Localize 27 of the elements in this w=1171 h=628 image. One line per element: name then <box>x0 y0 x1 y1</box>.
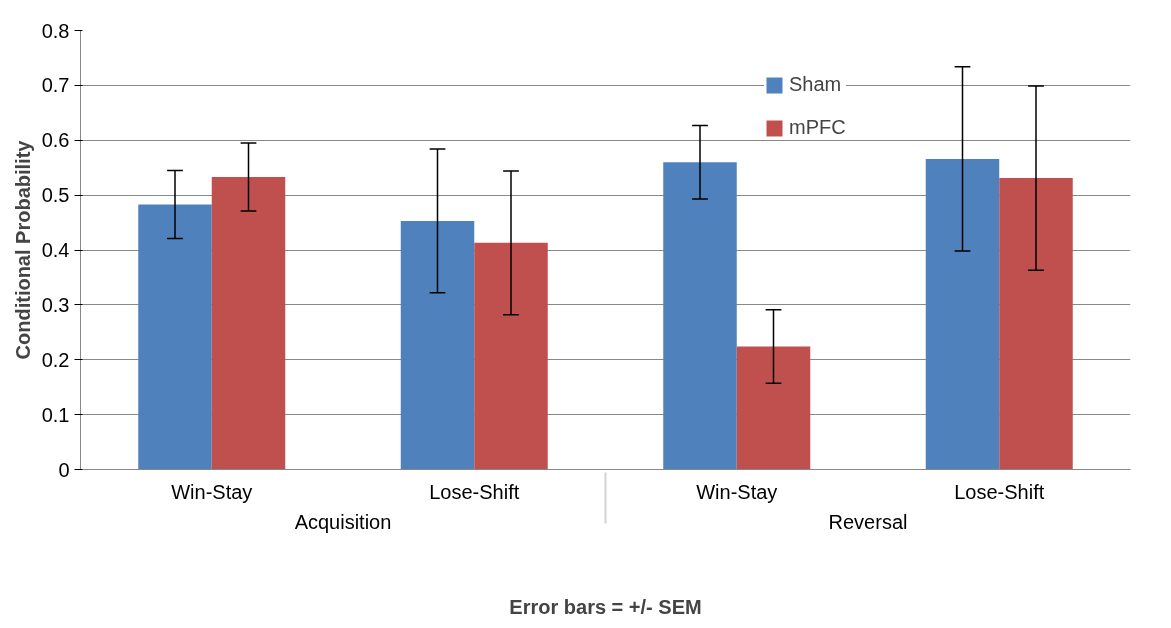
bar <box>925 158 1000 470</box>
y-tick-label: 0.2 <box>41 348 70 371</box>
x-tick-label: Lose-Shift <box>954 480 1045 503</box>
bar <box>736 346 811 470</box>
y-tick-label: 0.5 <box>41 184 70 207</box>
x-tick-label: Lose-Shift <box>429 480 520 503</box>
y-tick-label: 0.3 <box>41 293 70 316</box>
legend-label: Sham <box>789 73 842 96</box>
y-tick-label: 0.7 <box>41 74 70 97</box>
y-tick-label: 0 <box>58 458 70 481</box>
x-axis-title: Error bars = +/- SEM <box>509 595 702 618</box>
y-tick-label: 0.6 <box>41 129 70 152</box>
bar <box>400 220 475 470</box>
text: Acquisition <box>294 510 392 533</box>
bar <box>999 178 1073 470</box>
x-tick-label: Win-Stay <box>696 480 778 503</box>
bar <box>138 204 212 470</box>
y-axis-title: Conditional Probability <box>11 139 34 360</box>
y-tick-label: 0.4 <box>41 239 70 261</box>
legend-label: mPFC <box>789 116 846 139</box>
text: Reversal <box>828 510 908 533</box>
bar <box>474 242 548 470</box>
bar <box>211 177 286 470</box>
y-tick-label: 0.1 <box>41 403 70 426</box>
y-tick-label: 0.8 <box>41 19 70 42</box>
x-tick-label: Win-Stay <box>171 480 253 503</box>
bar <box>663 162 737 470</box>
